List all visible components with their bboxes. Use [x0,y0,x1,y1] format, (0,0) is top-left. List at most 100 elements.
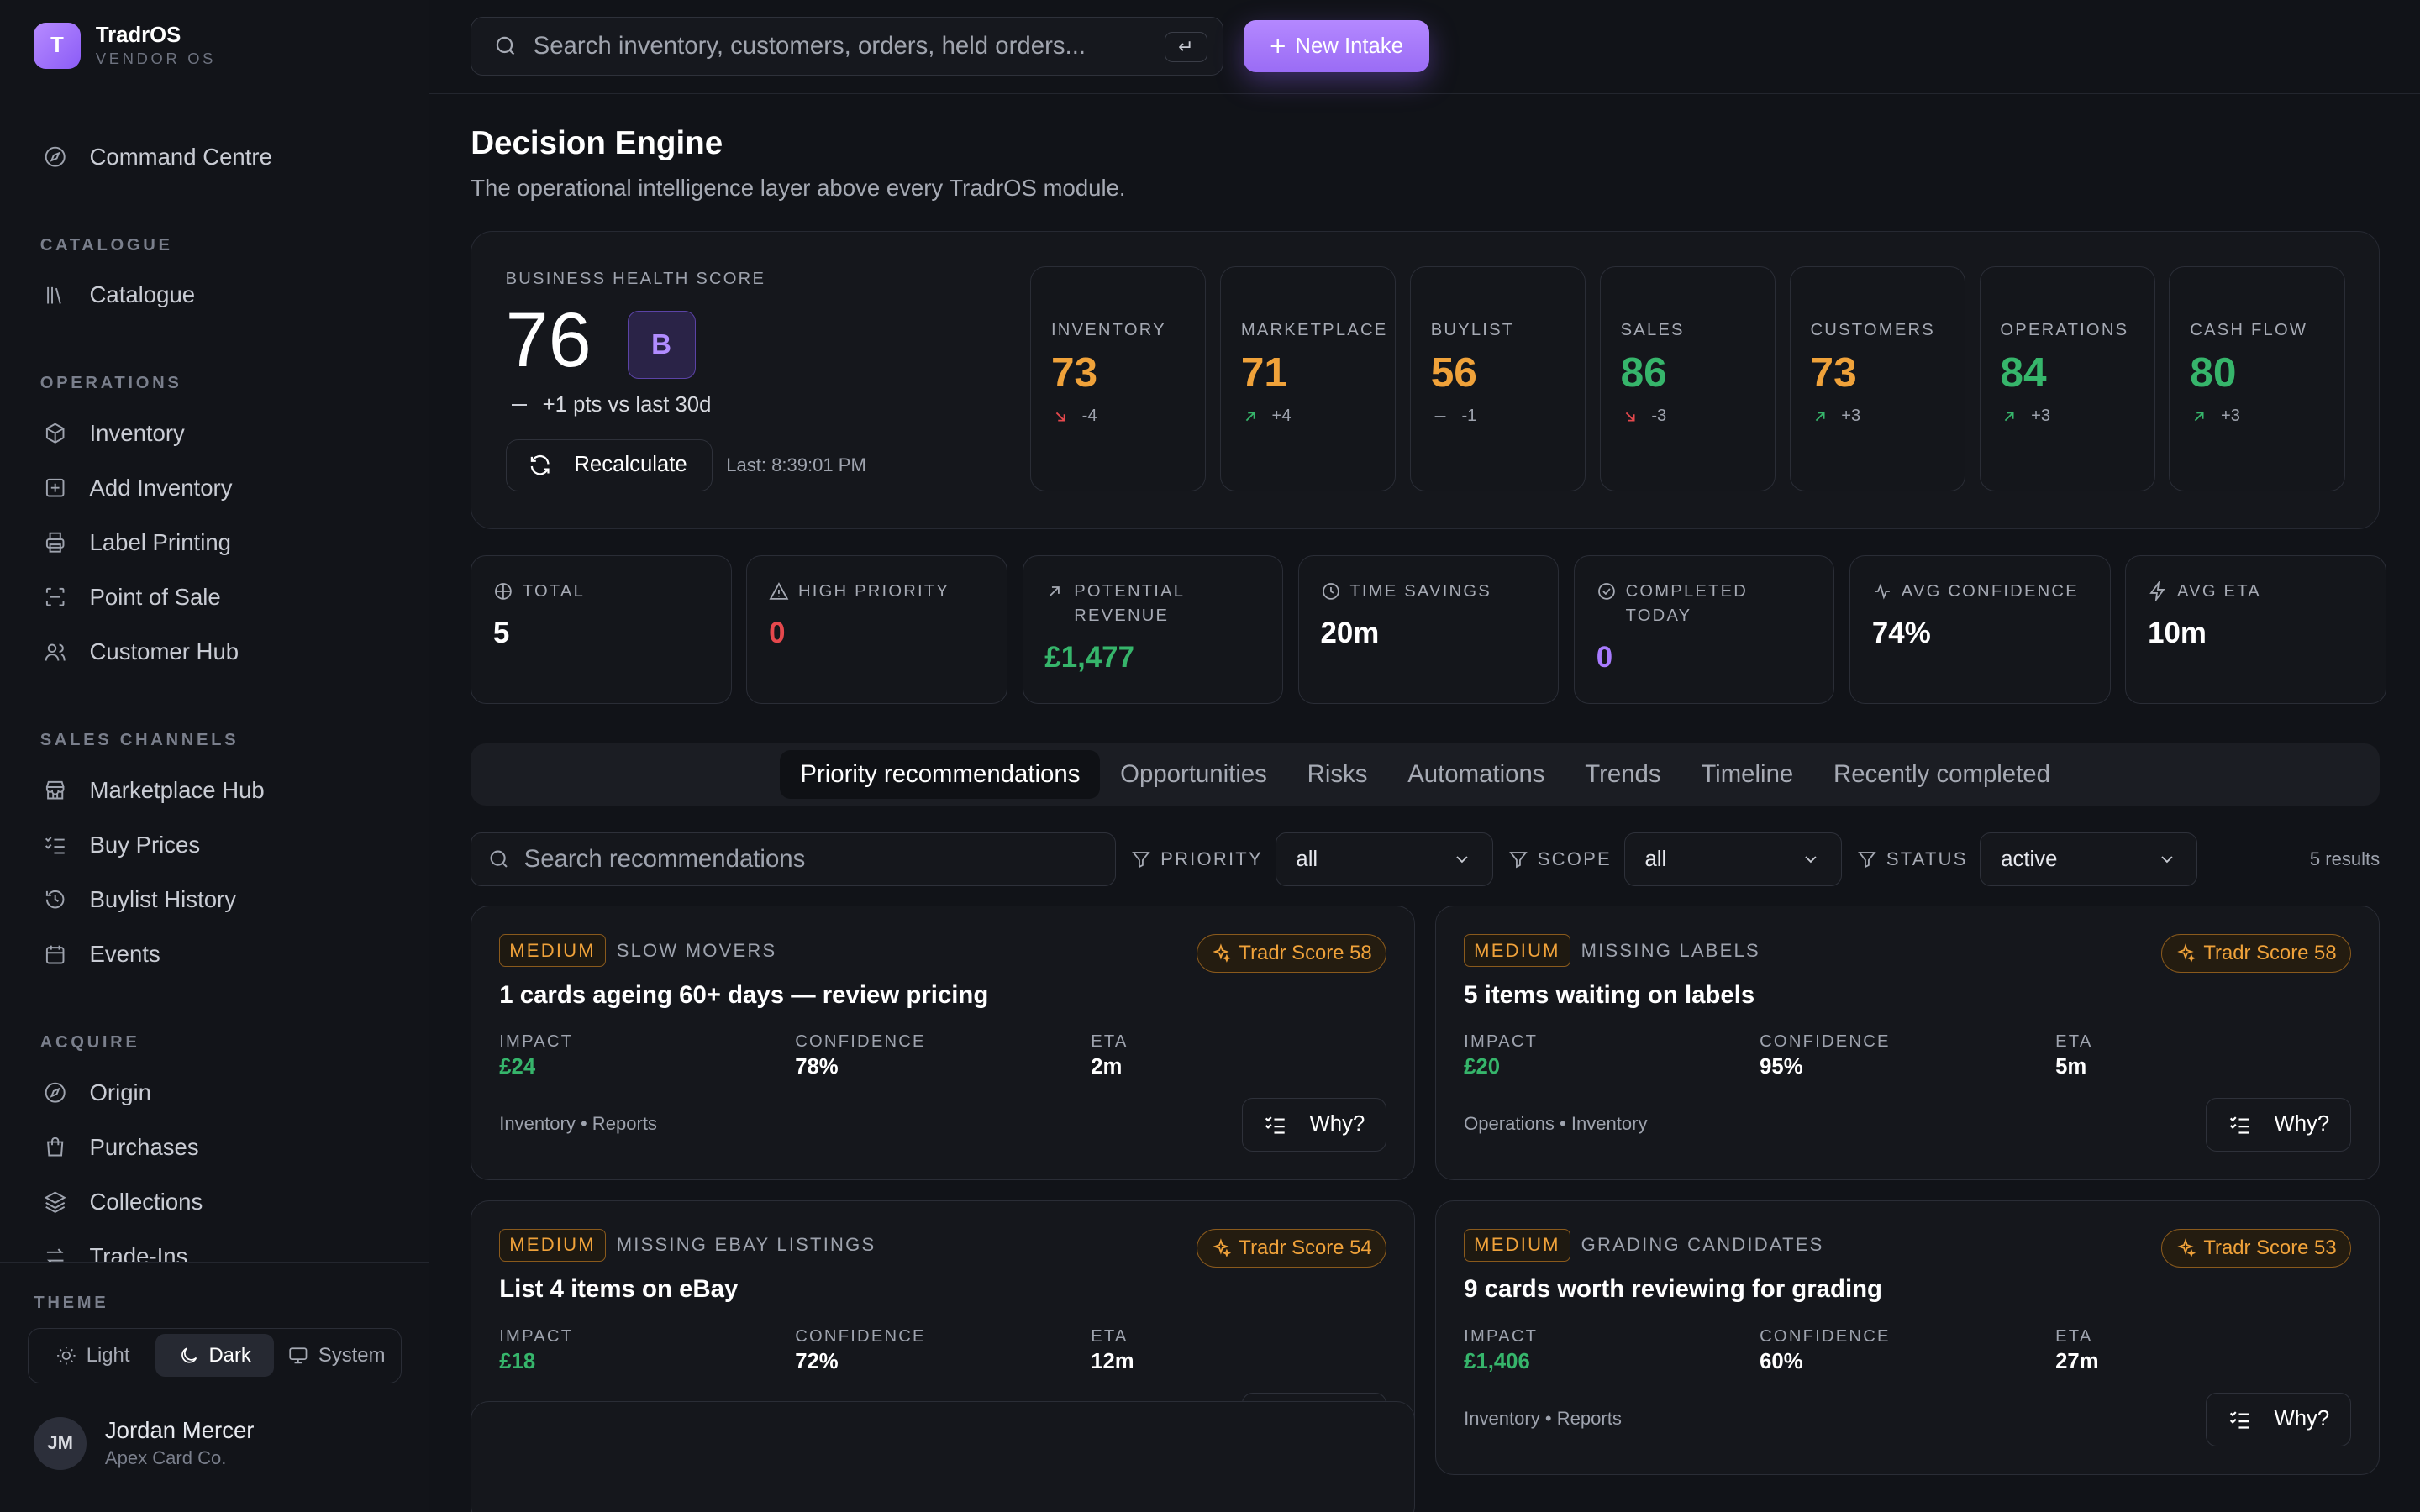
sidebar-item-point-of-sale[interactable]: Point of Sale [0,570,429,625]
why-button[interactable]: Why? [2206,1392,2352,1446]
sidebar-item-label: Marketplace Hub [89,776,265,803]
why-label: Why? [1309,1112,1365,1137]
sidebar-item-label: Command Centre [89,143,272,170]
impact-metric: IMPACT £1,406 [1464,1327,1760,1374]
metric-value: 95% [1760,1054,1803,1079]
refresh-icon [531,455,550,475]
brand-logo: T [34,23,81,70]
sidebar-item-origin[interactable]: Origin [0,1065,429,1120]
why-button[interactable]: Why? [2206,1097,2352,1152]
sidebar-item-collections[interactable]: Collections [0,1174,429,1229]
sidebar-item-add-inventory[interactable]: Add Inventory [0,460,429,515]
sidebar-item-label: Origin [89,1079,151,1105]
compass-icon [45,146,66,167]
metric-label: ETA [1091,1327,1128,1347]
recommendation-card[interactable]: MEDIUM MISSING LABELS Tradr Score 58 5 item… [1435,906,2381,1181]
sidebar-item-buylist-history[interactable]: Buylist History [0,872,429,927]
metric-value: £18 [499,1349,536,1373]
tab-opportunities[interactable]: Opportunities [1120,760,1267,788]
sidebar-section-sales-channels: SALES CHANNELS [39,731,239,750]
stat-value: 0 [1596,641,1613,675]
why-button[interactable]: Why? [1241,1097,1387,1152]
sun-icon [57,1346,76,1365]
global-search-input[interactable] [533,32,1151,61]
target-icon [494,582,512,600]
recalculate-button[interactable]: Recalculate [505,438,713,492]
health-dimension-card[interactable]: BUYLIST 56 -1 [1409,265,1586,492]
new-intake-button[interactable]: + New Intake [1244,19,1429,73]
dimension-value: 73 [1050,349,1098,396]
tab-automations[interactable]: Automations [1407,760,1545,788]
health-dimension-card[interactable]: CASH FLOW 80 +3 [2169,265,2345,492]
card-metrics: IMPACT £1,406 CONFIDENCE 60% ETA 27m [1464,1327,2351,1374]
recommendation-card[interactable]: MEDIUM SLOW MOVERS Tradr Score 58 1 cards a… [471,906,1416,1181]
theme-system-button[interactable]: System [277,1334,396,1377]
scope-select[interactable]: all [1623,832,1842,887]
stat-value: 20m [1320,616,1380,649]
stat-header: AVG CONFIDENCE [1872,580,2088,604]
theme-panel: THEME Light Dark System JM Jordan M [0,1262,429,1512]
sidebar-item-command-centre[interactable]: Command Centre [0,129,429,184]
health-grade-badge: B [627,311,696,379]
metric-value: £1,406 [1464,1349,1530,1373]
tab-risks[interactable]: Risks [1307,760,1368,788]
stat-label: TIME SAVINGS [1349,581,1491,601]
health-dimension-card[interactable]: CUSTOMERS 73 +3 [1789,265,1965,492]
card-metrics: IMPACT £24 CONFIDENCE 78% ETA 2m [499,1032,1386,1079]
sidebar-item-marketplace-hub[interactable]: Marketplace Hub [0,763,429,817]
tradr-score-text: Tradr Score 58 [1239,942,1372,965]
tab-priority-recommendations[interactable]: Priority recommendations [780,749,1101,800]
metric-label: CONFIDENCE [795,1327,926,1347]
sidebar-item-label: Catalogue [89,281,196,308]
tab-timeline[interactable]: Timeline [1701,760,1794,788]
tab-recently-completed[interactable]: Recently completed [1833,760,2050,788]
dimension-delta: -4 [1051,407,1206,426]
recommendation-card[interactable]: MEDIUM GRADING CANDIDATES Tradr Score 53 9 … [1435,1200,2381,1475]
sidebar-item-label-printing[interactable]: Label Printing [0,515,429,570]
flat-trend-icon [511,404,528,406]
health-dimension-card[interactable]: OPERATIONS 84 +3 [1979,265,2155,492]
user-profile[interactable]: JM Jordan Mercer Apex Card Co. [34,1417,254,1470]
sidebar-item-buy-prices[interactable]: Buy Prices [0,817,429,872]
trend-up-icon [2195,412,2204,421]
sidebar-item-catalogue[interactable]: Catalogue [0,268,429,323]
eta-metric: ETA 5m [2055,1032,2351,1079]
priority-badge: MEDIUM [499,1228,606,1262]
theme-dark-button[interactable]: Dark [155,1333,274,1378]
sparkles-icon [2177,943,2196,963]
sidebar-item-trade-ins[interactable]: Trade-Ins [0,1230,429,1263]
brand[interactable]: T TradrOS VENDOR OS [0,0,429,93]
stat-card: POTENTIAL REVENUE £1,477 [1022,555,1283,704]
priority-badge: MEDIUM [1464,1228,1570,1262]
dimension-value: 80 [2190,349,2237,396]
stat-header: COMPLETED TODAY [1597,580,1812,629]
sidebar-item-label: Events [89,941,160,968]
topbar: ↵ + New Intake [429,0,2420,95]
priority-select[interactable]: all [1275,832,1493,887]
tab-trends[interactable]: Trends [1585,760,1661,788]
health-dimension-card[interactable]: MARKETPLACE 71 +4 [1219,265,1397,492]
metric-label: ETA [1091,1032,1128,1052]
theme-light-button[interactable]: Light [34,1334,152,1377]
dimension-delta-value: +4 [1271,407,1292,426]
tradr-score-badge: Tradr Score 58 [2160,934,2352,974]
health-dimension-card[interactable]: INVENTORY 73 -4 [1030,265,1207,492]
card-metrics: IMPACT £18 CONFIDENCE 72% ETA 12m [499,1327,1386,1374]
health-score-label: BUSINESS HEALTH SCORE [505,269,766,288]
why-label: Why? [2274,1112,2330,1137]
status-select[interactable]: active [1980,832,2198,887]
recommendation-search-input[interactable] [523,845,1080,874]
recommendation-card[interactable] [471,1400,1416,1512]
recommendation-cards: MEDIUM SLOW MOVERS Tradr Score 58 1 cards a… [471,906,2381,1475]
sidebar-item-events[interactable]: Events [0,927,429,982]
health-dimension-card[interactable]: SALES 86 -3 [1599,265,1776,492]
metric-value: 12m [1091,1349,1134,1373]
stat-value: 74% [1871,616,1931,649]
sidebar-item-purchases[interactable]: Purchases [0,1120,429,1174]
confidence-metric: CONFIDENCE 60% [1760,1327,2055,1374]
sidebar-item-inventory[interactable]: Inventory [0,406,429,460]
sidebar-item-customer-hub[interactable]: Customer Hub [0,625,429,680]
dimension-delta-value: -4 [1081,407,1097,426]
priority-badge: MEDIUM [1464,934,1570,968]
layers-icon [45,1191,67,1214]
